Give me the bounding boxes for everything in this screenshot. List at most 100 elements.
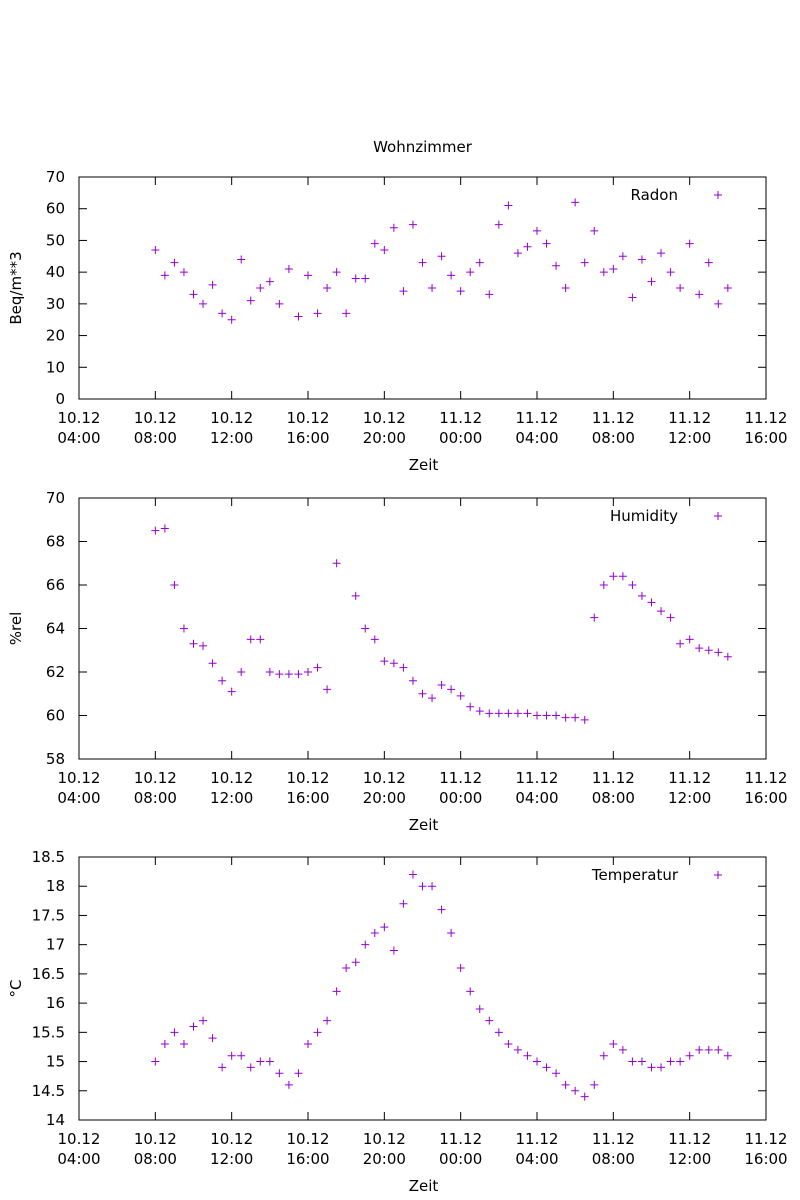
data-point <box>504 201 513 210</box>
data-point <box>218 1063 227 1072</box>
data-point <box>618 252 627 261</box>
x-tick-label-line: 10.12 <box>210 1130 253 1148</box>
x-tick-label-line: 20:00 <box>363 1150 406 1168</box>
legend-label: Temperatur <box>591 866 679 884</box>
data-point <box>571 1086 580 1095</box>
data-point <box>590 613 599 622</box>
y-tick-label: 60 <box>46 200 65 218</box>
x-tick-label-line: 08:00 <box>134 1150 177 1168</box>
data-point <box>275 299 284 308</box>
plot-frame <box>78 176 767 400</box>
data-point <box>580 1092 589 1101</box>
x-tick-label-line: 08:00 <box>134 429 177 447</box>
x-tick-label: 10.12 12:00 <box>210 769 253 807</box>
data-point <box>599 581 608 589</box>
x-tick-label-line: 04:00 <box>515 429 558 447</box>
x-tick-label: 10.12 16:00 <box>286 1130 329 1168</box>
x-tick-label: 10.12 16:00 <box>286 409 329 447</box>
y-tick-label: 17.5 <box>32 906 65 924</box>
x-tick-label: 10.12 04:00 <box>57 1130 100 1168</box>
x-tick-label-line: 10.12 <box>363 769 406 787</box>
x-tick-label-line: 11.12 <box>745 1130 788 1148</box>
data-point <box>332 987 341 996</box>
data-point <box>542 711 551 720</box>
y-tick-label: 68 <box>46 533 65 551</box>
data-point <box>351 958 360 967</box>
y-tick-label: 64 <box>46 620 65 638</box>
x-tick-label-line: 12:00 <box>210 1150 253 1168</box>
data-point <box>265 1057 274 1066</box>
data-point <box>218 309 227 318</box>
data-point <box>256 1057 265 1066</box>
x-tick-label: 11.12 04:00 <box>515 769 558 807</box>
data-point <box>599 1051 608 1060</box>
x-tick-label: 10.12 08:00 <box>134 409 177 447</box>
y-tick-label: 60 <box>46 707 65 725</box>
data-point <box>408 676 417 685</box>
x-tick-label-line: 11.12 <box>439 769 482 787</box>
data-point <box>437 681 446 690</box>
x-tick-label-line: 11.12 <box>439 1130 482 1148</box>
data-point <box>647 277 656 286</box>
x-tick-label-line: 12:00 <box>668 429 711 447</box>
data-point <box>284 264 293 273</box>
x-tick-label-line: 10.12 <box>287 409 330 427</box>
x-tick-label: 11.12 12:00 <box>668 1130 711 1168</box>
x-tick-label-line: 10.12 <box>134 769 177 787</box>
data-point <box>695 644 704 653</box>
data-point <box>179 268 188 277</box>
data-point <box>323 1016 332 1025</box>
data-point <box>466 702 475 711</box>
data-point <box>475 1004 484 1013</box>
data-point <box>466 268 475 277</box>
data-point <box>313 1028 322 1037</box>
data-point <box>294 670 303 679</box>
data-point <box>714 299 723 308</box>
data-point <box>351 274 360 283</box>
x-tick-label-line: 11.12 <box>516 1130 559 1148</box>
data-point <box>304 1040 312 1049</box>
data-point <box>370 928 379 937</box>
data-point <box>227 315 236 324</box>
data-point <box>323 284 332 292</box>
x-tick-label-line: 11.12 <box>668 409 711 427</box>
data-point <box>227 1051 236 1060</box>
data-point <box>657 607 666 616</box>
data-point <box>170 258 179 267</box>
data-point <box>399 899 408 908</box>
x-tick-label: 11.12 00:00 <box>439 769 482 807</box>
x-tick-label-line: 20:00 <box>363 789 406 807</box>
data-point <box>399 663 408 672</box>
y-tick-label: 17 <box>46 936 65 954</box>
data-point <box>437 252 446 261</box>
data-point <box>447 685 456 694</box>
data-point <box>313 663 322 672</box>
x-tick-label: 11.12 08:00 <box>592 409 635 447</box>
x-tick-label-line: 10.12 <box>210 409 253 427</box>
data-point <box>533 226 541 235</box>
data-point <box>237 1051 246 1060</box>
data-point <box>676 284 685 292</box>
data-point <box>256 284 265 292</box>
data-point <box>179 624 188 633</box>
data-point <box>389 946 398 955</box>
data-point <box>523 709 532 718</box>
x-tick-label: 11.12 00:00 <box>439 1130 482 1168</box>
data-point <box>160 271 169 280</box>
data-point <box>494 1028 503 1037</box>
data-point <box>685 239 694 248</box>
x-tick-label: 10.12 04:00 <box>57 769 100 807</box>
data-point <box>437 905 446 914</box>
x-tick-label-line: 11.12 <box>516 409 559 427</box>
data-point <box>628 1057 637 1066</box>
data-point <box>389 659 398 668</box>
x-tick-label-line: 11.12 <box>439 409 482 427</box>
data-point <box>332 559 341 568</box>
data-point <box>676 1057 685 1066</box>
data-point <box>389 223 398 232</box>
x-tick-label-line: 16:00 <box>286 1150 329 1168</box>
data-point <box>189 1022 198 1031</box>
data-point <box>523 242 532 251</box>
